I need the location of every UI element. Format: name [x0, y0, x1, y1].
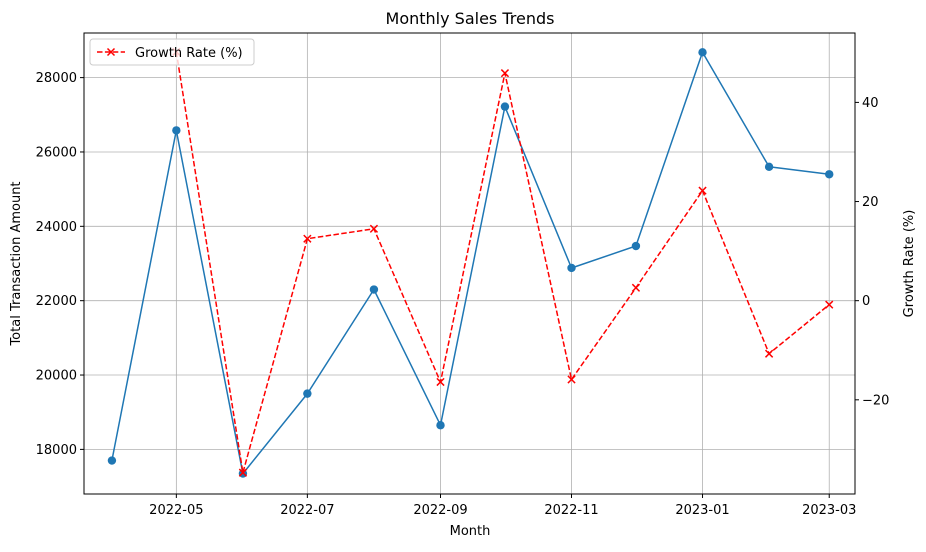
legend-label: Growth Rate (%) [135, 46, 243, 61]
data-point [107, 456, 117, 465]
data-point-x [567, 375, 576, 384]
data-point-x [303, 234, 312, 243]
x-axis-label: Month [450, 524, 491, 539]
chart-title: Monthly Sales Trends [386, 9, 555, 28]
legend-x-marker [106, 47, 116, 57]
x-axis: 2022-05 2022-07 2022-09 2022-11 2023-01 2023-… [149, 494, 856, 518]
data-point-x [500, 69, 510, 78]
data-point-x [698, 186, 707, 195]
data-point-x [764, 349, 774, 358]
x-tick-label: 2022-11 [544, 503, 598, 518]
y-left-tick-label: 26000 [36, 145, 77, 160]
x-tick-label: 2022-05 [149, 503, 203, 518]
x-tick-label: 2022-09 [413, 503, 467, 518]
series-line-0 [111, 51, 830, 475]
x-tick-label: 2022-07 [280, 503, 334, 518]
x-tick-label: 2023-03 [802, 503, 856, 518]
y-axis-right: −20 0 20 40 [855, 96, 889, 408]
y-right-tick-label: 40 [862, 96, 879, 111]
y-left-tick-label: 22000 [36, 294, 77, 309]
y-axis-left-label: Total Transaction Amount [9, 181, 24, 346]
data-point-x [238, 468, 248, 477]
data-point [500, 102, 510, 111]
grid [84, 33, 855, 494]
data-point-x [436, 377, 445, 387]
data-point [764, 162, 774, 172]
y-left-tick-label: 24000 [36, 220, 77, 235]
y-right-tick-label: 0 [862, 294, 870, 309]
data-point-x [369, 224, 379, 233]
y-axis-right-label: Growth Rate (%) [902, 210, 917, 318]
plot-frame [83, 32, 856, 495]
data-point [303, 389, 312, 398]
y-axis-left: 18000 20000 22000 24000 26000 28000 [36, 71, 84, 458]
legend-frame [89, 38, 255, 66]
data-point [631, 241, 641, 251]
data-point [567, 263, 576, 273]
y-right-tick-label: −20 [862, 393, 889, 408]
data-point [825, 170, 834, 179]
y-left-tick-label: 28000 [36, 71, 77, 86]
data-point [698, 48, 707, 57]
y-left-tick-label: 18000 [36, 443, 77, 458]
data-point [369, 285, 379, 294]
series-layer [107, 47, 834, 478]
data-point [436, 421, 445, 430]
data-point-x [631, 283, 641, 292]
x-tick-label: 2023-01 [675, 503, 729, 518]
y-left-tick-label: 20000 [36, 369, 77, 384]
data-point [172, 126, 181, 135]
legend: Growth Rate (%) [89, 38, 255, 66]
data-point-x [825, 300, 834, 309]
y-right-tick-label: 20 [862, 195, 879, 210]
